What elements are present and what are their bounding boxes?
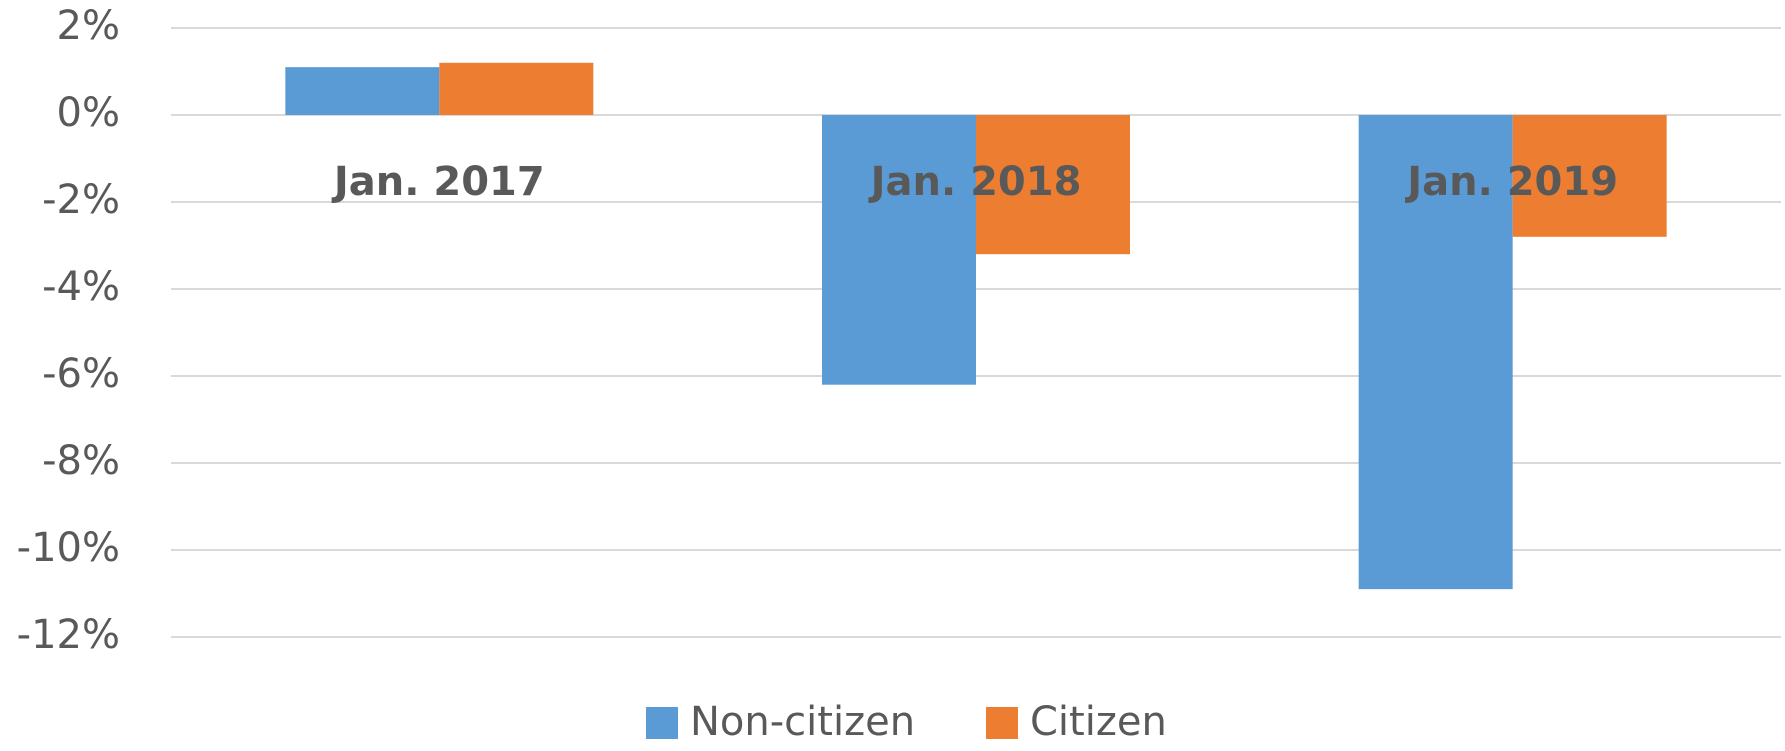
bar [1358, 115, 1513, 590]
y-tick-label: -10% [17, 525, 120, 571]
bar [1512, 115, 1667, 237]
bar [822, 115, 976, 385]
bar [976, 115, 1130, 255]
legend-label: Citizen [1030, 699, 1167, 745]
y-tick-label: 2% [57, 3, 120, 49]
legend-label: Non-citizen [690, 699, 915, 745]
y-tick-label: -12% [17, 612, 120, 658]
bar [285, 67, 440, 115]
y-tick-label: 0% [57, 90, 120, 136]
legend-swatch [646, 707, 678, 739]
y-tick-label: -6% [42, 351, 120, 397]
y-tick-label: -2% [42, 177, 120, 223]
y-tick-label: -4% [42, 264, 120, 310]
category-label: Jan. 2018 [868, 159, 1082, 205]
bar [439, 62, 594, 115]
y-tick-label: -8% [42, 438, 120, 484]
category-label: Jan. 2019 [1404, 159, 1618, 205]
category-label: Jan. 2017 [331, 159, 545, 205]
legend-swatch [986, 707, 1018, 739]
